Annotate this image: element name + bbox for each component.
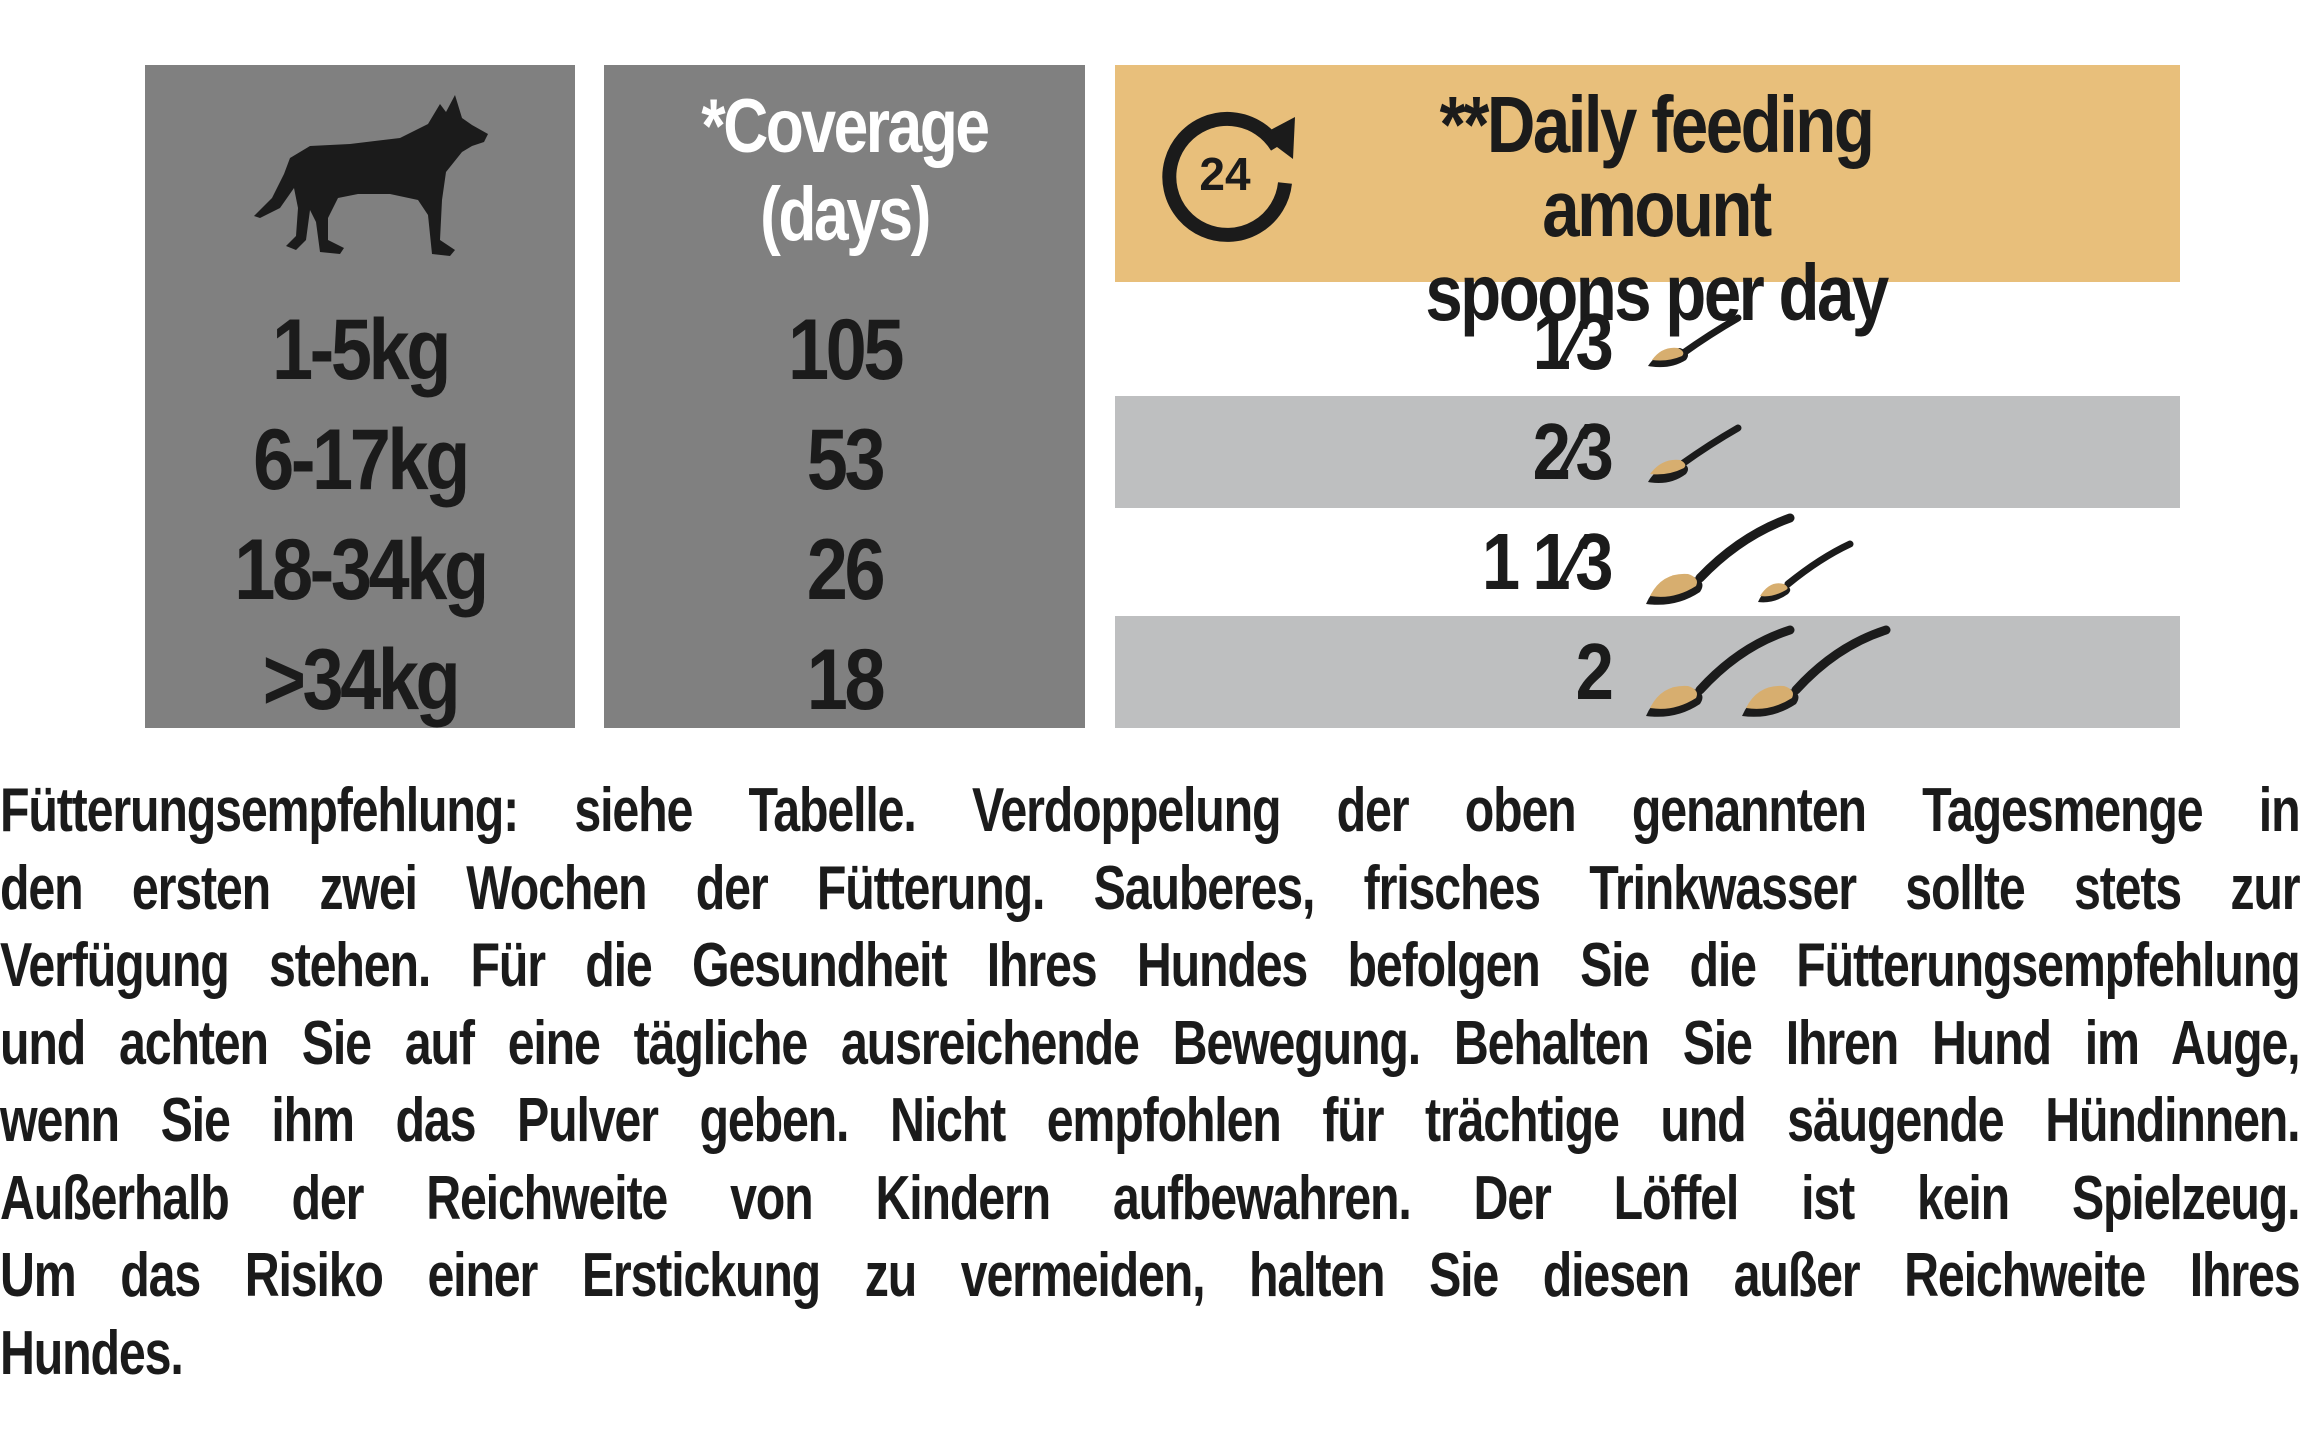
paragraph-line: Verfügung stehen. Für die Gesundheit Ihr… xyxy=(0,931,2300,1000)
paragraph-line: Außerhalb der Reichweite von Kindern auf… xyxy=(0,1163,2300,1233)
two-large-spoons-icon xyxy=(1646,625,1891,717)
daily-row: 2 xyxy=(1115,616,2180,728)
one-small-spoon-icon xyxy=(1648,424,1742,483)
weight-column: 1-5kg 6-17kg 18-34kg >34kg xyxy=(145,65,575,728)
paragraph-line: wenn Sie ihm das Pulver geben. Nicht emp… xyxy=(0,1086,2300,1155)
paragraph-line: Fütterungsempfehlung: siehe Tabelle. Ver… xyxy=(0,776,2300,845)
coverage-cell: 53 xyxy=(806,412,886,508)
coverage-cell: 105 xyxy=(787,302,905,398)
dog-silhouette-icon xyxy=(254,95,488,256)
coverage-header-line1: *Coverage xyxy=(701,84,990,169)
coverage-header-line2: (days) xyxy=(760,172,931,257)
daily-feeding-header: 24 **Daily feeding amount spoons per day xyxy=(1115,65,2180,335)
daily-row: 2⁄3 xyxy=(1115,396,2180,508)
daily-feeding-title: **Daily feeding amount spoons per day xyxy=(1320,83,1992,335)
daily-amount: 2⁄3 xyxy=(1532,407,1613,496)
daily-title-line1: **Daily feeding amount xyxy=(1439,80,1875,253)
paragraph-line: den ersten zwei Wochen der Fütterung. Sa… xyxy=(0,853,2300,923)
coverage-cell: 26 xyxy=(806,522,886,618)
daily-row: 1 1⁄3 xyxy=(1115,506,2180,618)
paragraph-line: und achten Sie auf eine tägliche ausreic… xyxy=(0,1008,2300,1078)
daily-amount: 2 xyxy=(1575,627,1613,716)
24-hour-clock-icon: 24 xyxy=(1162,112,1295,242)
daily-title-line2: spoons per day xyxy=(1425,248,1889,337)
coverage-cell: 18 xyxy=(806,632,886,728)
daily-amount: 1 1⁄3 xyxy=(1481,517,1614,606)
feeding-instructions-paragraph: Fütterungsempfehlung: siehe Tabelle. Ver… xyxy=(0,772,2300,1392)
coverage-column: *Coverage (days) 105 53 26 18 xyxy=(604,65,1085,728)
paragraph-line: Hundes. xyxy=(0,1318,184,1388)
weight-cell: 1-5kg xyxy=(271,302,451,398)
weight-cell: >34kg xyxy=(262,632,461,728)
svg-text:24: 24 xyxy=(1199,148,1251,200)
one-large-one-small-spoon-icon xyxy=(1646,513,1854,605)
weight-cell: 18-34kg xyxy=(234,522,489,618)
daily-row: 1⁄3 xyxy=(1115,286,2180,398)
paragraph-line: Um das Risiko einer Erstickung zu vermei… xyxy=(0,1241,2300,1310)
daily-amount: 1⁄3 xyxy=(1532,297,1613,386)
weight-cell: 6-17kg xyxy=(253,412,470,508)
coverage-header: *Coverage (days) xyxy=(647,83,1041,259)
daily-feeding-column: 24 **Daily feeding amount spoons per day… xyxy=(1115,65,2180,728)
one-small-spoon-icon xyxy=(1648,314,1742,368)
